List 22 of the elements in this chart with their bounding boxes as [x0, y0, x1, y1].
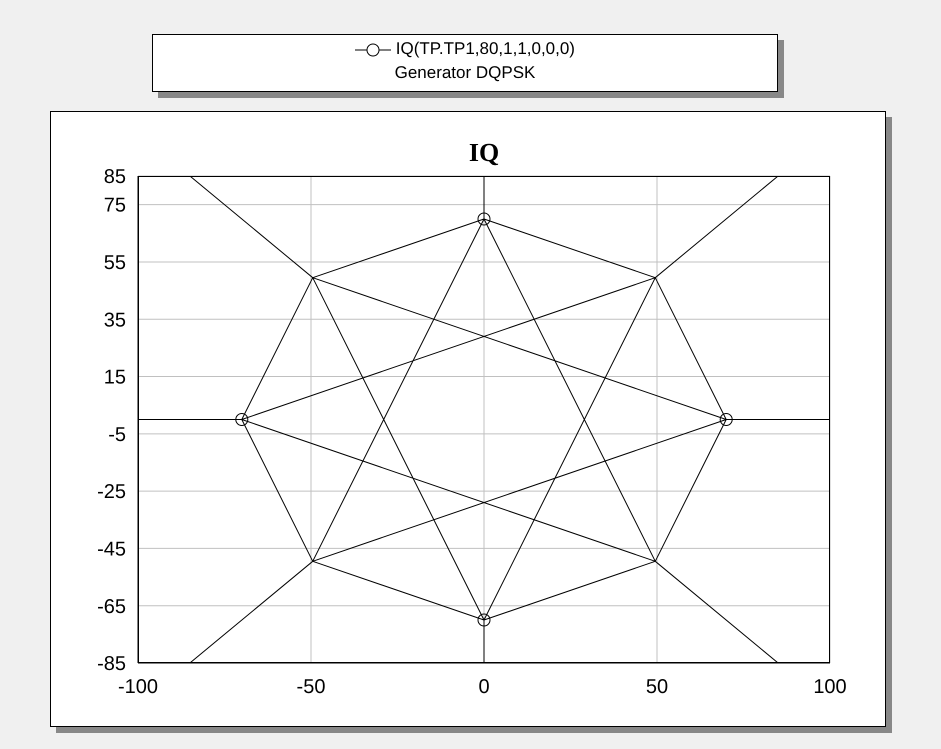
legend-label: IQ(TP.TP1,80,1,1,0,0,0)	[396, 39, 575, 58]
y-tick-label: 75	[104, 194, 126, 217]
y-tick-label: 85	[104, 166, 126, 188]
y-tick-label: 15	[104, 366, 126, 389]
point	[235, 413, 248, 426]
y-tick-label: -5	[108, 424, 126, 446]
point	[478, 614, 490, 627]
x-tick-label: -50	[296, 676, 326, 698]
line-series	[138, 176, 830, 663]
y-tick-label: 55	[104, 252, 126, 274]
y-tick-label: -45	[97, 538, 126, 561]
y-tick-label: -65	[97, 596, 126, 618]
y-tick-label: -85	[97, 653, 126, 676]
x-tick-label: 100	[813, 676, 847, 698]
y-tick-label: -25	[97, 481, 126, 504]
point	[478, 212, 490, 226]
chart-title: IQ	[468, 138, 500, 168]
x-tick-label: 50	[646, 676, 668, 698]
x-tick-label: -100	[118, 676, 158, 698]
y-tick-label: 35	[104, 309, 126, 332]
point	[720, 413, 733, 426]
x-tick-label: 0	[478, 676, 490, 698]
